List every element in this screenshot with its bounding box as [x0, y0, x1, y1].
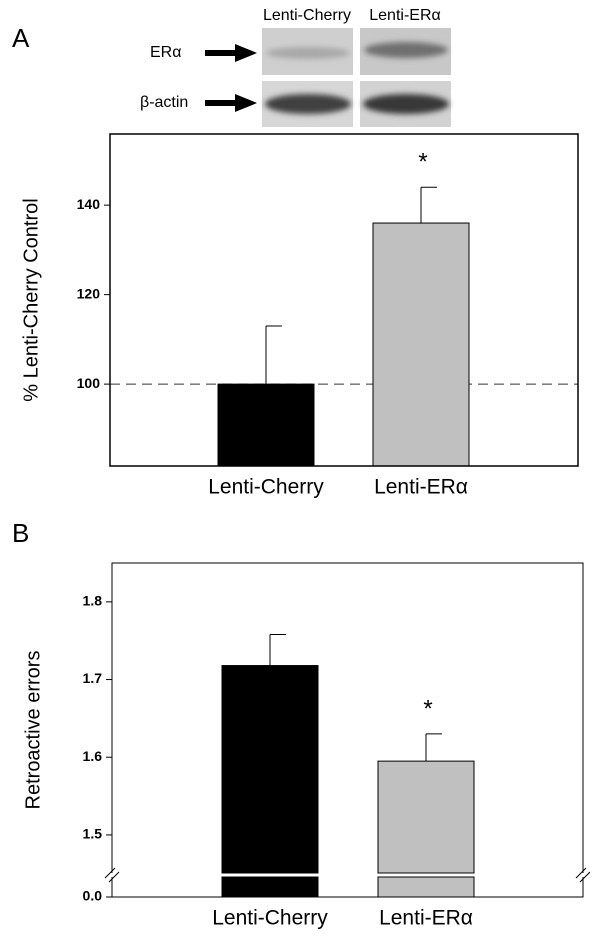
annotation: * [418, 149, 427, 176]
bar-stub [221, 876, 319, 898]
x-tick-label: Lenti-ERα [374, 476, 468, 499]
blot-column-label: Lenti-ERα [369, 7, 441, 24]
bar [217, 383, 315, 467]
plot-frame [111, 562, 584, 898]
blot-row-label: β-actin [140, 94, 188, 111]
x-tick-label: Lenti-Cherry [208, 476, 324, 499]
y-tick-label: 1.8 [83, 593, 103, 609]
x-tick-label: Lenti-ERα [379, 907, 473, 930]
panel-label: B [12, 518, 29, 548]
blot-image [262, 28, 451, 127]
blot-column-label: Lenti-Cherry [263, 7, 351, 24]
axis-break-gap [109, 873, 115, 877]
y-tick-label: 1.5 [83, 826, 103, 842]
bar-stub [377, 876, 475, 898]
blot-row-label: ERα [150, 44, 181, 61]
error-bar [425, 733, 442, 762]
arrow [205, 44, 257, 112]
axis-break-gap [580, 873, 586, 877]
y-tick-label: 1.6 [83, 748, 103, 764]
y-axis-title: % Lenti-Cherry Control [20, 198, 42, 401]
y-tick-label: 140 [77, 196, 101, 212]
bar [377, 760, 475, 874]
axis-break [575, 867, 591, 883]
error-bar [269, 633, 286, 666]
x-tick-label: Lenti-Cherry [212, 907, 328, 930]
y-tick-label: 1.7 [83, 670, 103, 686]
error-bar [265, 325, 282, 385]
y-tick-label: 120 [77, 285, 101, 301]
bar [221, 665, 319, 874]
y-tick-label: 0.0 [83, 888, 103, 904]
annotation: * [423, 695, 432, 722]
axis-break [104, 867, 120, 883]
error-bar [420, 186, 437, 224]
y-tick-label: 100 [77, 375, 101, 391]
y-axis-title: Retroactive errors [22, 651, 44, 810]
bar [372, 222, 470, 467]
panel-label: A [12, 23, 30, 53]
plot-frame [109, 133, 579, 467]
